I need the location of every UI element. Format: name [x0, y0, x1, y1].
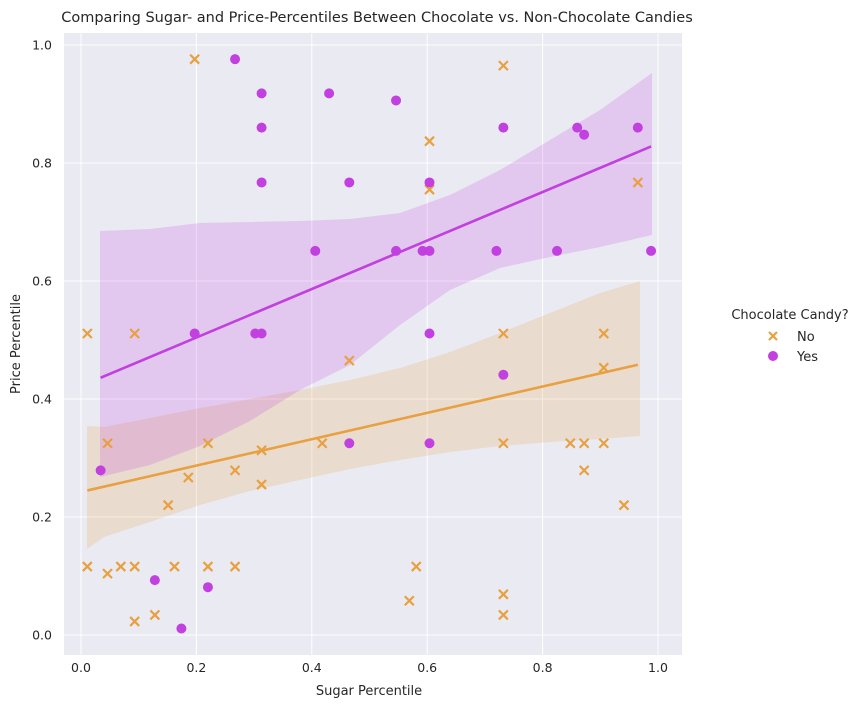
point-no [498, 609, 509, 621]
point-yes [95, 465, 106, 476]
point-no [169, 561, 180, 572]
point-no [618, 499, 630, 511]
point-yes [176, 623, 187, 634]
point-yes [498, 369, 509, 380]
point-yes [424, 328, 435, 339]
point-no [578, 465, 590, 476]
point-no [189, 53, 200, 65]
x-tick-label: 1.0 [648, 660, 668, 675]
confidence-band-yes [100, 73, 652, 477]
point-yes [256, 88, 267, 99]
legend-label-no: No [797, 330, 815, 345]
point-no [229, 561, 241, 572]
point-yes [424, 438, 435, 449]
point-yes [417, 245, 428, 256]
point-yes [344, 438, 355, 449]
point-no [129, 561, 140, 572]
point-no [202, 437, 214, 449]
point-no [149, 609, 161, 621]
point-no [632, 177, 644, 188]
plot-area [64, 33, 682, 655]
point-no [202, 561, 214, 572]
point-yes [344, 177, 355, 188]
point-no [82, 328, 93, 339]
point-yes [552, 245, 563, 256]
point-yes [572, 122, 583, 133]
legend: Chocolate Candy? No Yes [731, 308, 848, 365]
y-tick-label: 0.8 [32, 156, 52, 171]
point-yes [424, 245, 435, 256]
point-yes [391, 95, 402, 106]
point-yes [149, 575, 160, 586]
x-tick-label: 0.2 [186, 660, 206, 675]
legend-label-yes: Yes [796, 350, 818, 365]
point-no [598, 437, 610, 449]
point-no [256, 445, 267, 456]
point-yes [310, 245, 321, 256]
grid-lines [64, 33, 682, 655]
y-axis-label: Price Percentile [9, 294, 24, 394]
x-tick-label: 0.8 [533, 660, 553, 675]
point-no [404, 595, 415, 607]
point-no [82, 561, 93, 572]
point-no [316, 437, 328, 449]
point-no [102, 568, 113, 579]
point-yes [391, 245, 402, 256]
regression-lines [87, 145, 652, 492]
chart-title: Comparing Sugar- and Price-Percentiles B… [61, 10, 693, 26]
legend-title: Chocolate Candy? [731, 308, 848, 323]
point-no [102, 437, 113, 449]
confidence-band-no [87, 281, 640, 549]
point-yes [632, 122, 643, 133]
point-no [498, 437, 509, 449]
y-tick-label: 0.4 [32, 392, 52, 407]
y-tick-label: 0.6 [32, 274, 52, 289]
point-no [498, 589, 509, 600]
point-yes [646, 245, 657, 256]
point-yes [579, 129, 590, 140]
legend-marker-yes [768, 351, 778, 361]
x-tick-label: 0.6 [417, 660, 437, 675]
axis-ticks: 0.0 0.2 0.4 0.6 0.8 1.0 0.0 0.2 0.4 0.6 0.8 1.0 [32, 38, 668, 676]
point-no [498, 60, 509, 71]
point-no [410, 561, 422, 572]
point-no [424, 184, 435, 195]
x-axis-label: Sugar Percentile [316, 684, 422, 699]
point-no [565, 437, 576, 449]
point-yes [256, 177, 267, 188]
point-no [256, 479, 267, 490]
point-no [344, 355, 355, 366]
regression-line-no [87, 363, 639, 492]
point-yes [230, 54, 241, 65]
point-no [229, 465, 241, 476]
point-yes [256, 122, 267, 133]
point-yes [256, 328, 267, 339]
x-tick-label: 0.4 [302, 660, 322, 675]
point-no [424, 135, 435, 147]
point-no [498, 328, 509, 339]
point-no [162, 499, 174, 511]
point-yes [498, 122, 509, 133]
legend-marker-no [768, 331, 778, 341]
y-tick-label: 0.0 [32, 628, 52, 643]
point-no [598, 362, 610, 374]
x-tick-label: 0.0 [71, 660, 91, 675]
y-tick-label: 0.2 [32, 510, 52, 525]
point-no [183, 472, 194, 483]
point-yes [424, 177, 435, 188]
point-no [129, 616, 140, 627]
point-yes [324, 88, 335, 99]
point-yes [189, 328, 200, 339]
point-no [598, 328, 610, 339]
data-points [82, 53, 657, 634]
point-no [578, 437, 590, 449]
point-yes [491, 245, 502, 256]
point-no [129, 328, 140, 339]
confidence-bands [87, 73, 652, 549]
point-no [115, 561, 127, 572]
point-yes [202, 582, 213, 593]
regression-line-yes [100, 145, 652, 379]
y-tick-label: 1.0 [32, 38, 52, 53]
